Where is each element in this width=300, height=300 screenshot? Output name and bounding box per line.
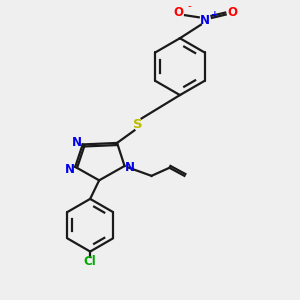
Text: N: N [200, 14, 210, 27]
Text: S: S [133, 118, 143, 131]
Text: O: O [227, 6, 237, 19]
Text: O: O [173, 6, 183, 19]
Text: +: + [211, 10, 218, 19]
Text: N: N [125, 161, 135, 174]
Text: N: N [72, 136, 82, 149]
Text: -: - [187, 1, 191, 11]
Text: Cl: Cl [84, 255, 97, 268]
Text: N: N [65, 163, 75, 176]
